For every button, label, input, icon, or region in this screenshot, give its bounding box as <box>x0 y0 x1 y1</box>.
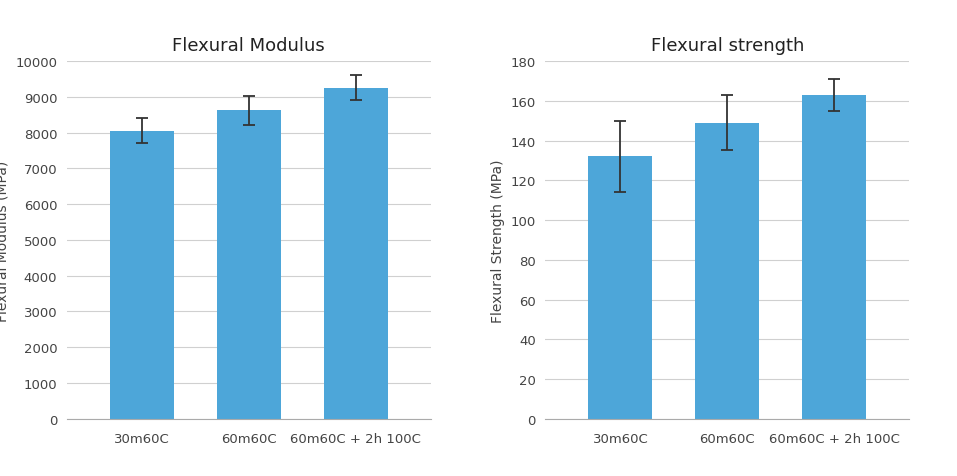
Title: Flexural strength: Flexural strength <box>651 37 804 55</box>
Title: Flexural Modulus: Flexural Modulus <box>172 37 325 55</box>
Bar <box>695 123 760 419</box>
Bar <box>110 131 174 419</box>
Bar <box>802 96 866 419</box>
Bar <box>589 157 653 419</box>
Bar <box>216 111 281 419</box>
Y-axis label: Flexural Modulus (MPa): Flexural Modulus (MPa) <box>0 160 10 321</box>
Bar <box>323 89 388 419</box>
Y-axis label: Flexural Strength (MPa): Flexural Strength (MPa) <box>491 159 505 322</box>
